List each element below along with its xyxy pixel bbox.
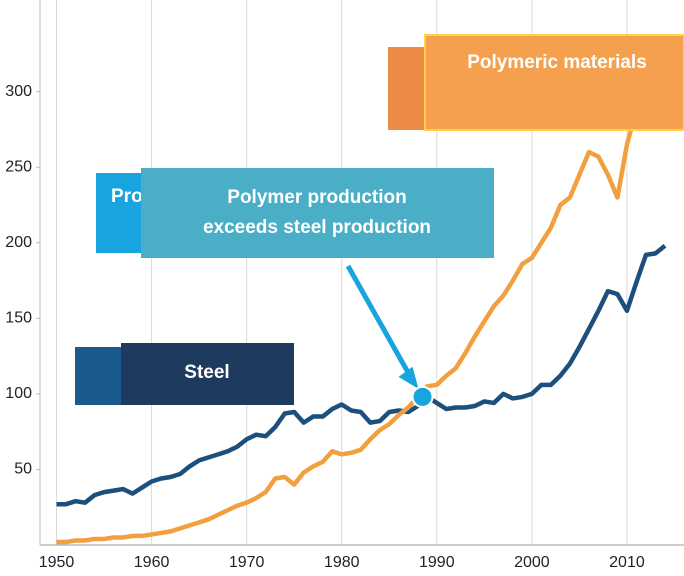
y-tick-label: 100 <box>5 385 32 402</box>
legend-box <box>121 343 294 405</box>
x-tick-label: 2010 <box>609 554 645 571</box>
x-tick-label: 1990 <box>419 554 455 571</box>
y-tick-label: 300 <box>5 83 32 100</box>
legend-label: Polymeric materials <box>467 52 647 73</box>
legend-box-back <box>75 347 125 405</box>
annotations: Polymeric materials Pro Polymer producti… <box>75 34 684 408</box>
x-tick-label: 1950 <box>39 554 75 571</box>
series-line <box>56 244 667 507</box>
plot <box>56 73 667 545</box>
annotation-text: Pro <box>111 186 143 207</box>
y-tick-label: 200 <box>5 234 32 251</box>
callout-text: exceeds steel production <box>203 217 431 238</box>
callout-box <box>141 168 494 258</box>
x-tick-label: 1970 <box>229 554 265 571</box>
crossover-marker <box>411 385 434 408</box>
callout-arrowhead <box>398 366 419 389</box>
y-tick-label: 150 <box>5 310 32 327</box>
callout-arrow <box>345 264 413 379</box>
legend-label: Steel <box>184 362 229 383</box>
series-line <box>56 73 658 545</box>
x-tick-label: 2000 <box>514 554 550 571</box>
y-tick-label: 50 <box>14 461 32 478</box>
y-tick-label: 250 <box>5 158 32 175</box>
callout-text: Polymer production <box>227 187 406 208</box>
legend-box <box>424 34 684 131</box>
x-tick-label: 1960 <box>134 554 170 571</box>
x-tick-label: 1980 <box>324 554 360 571</box>
